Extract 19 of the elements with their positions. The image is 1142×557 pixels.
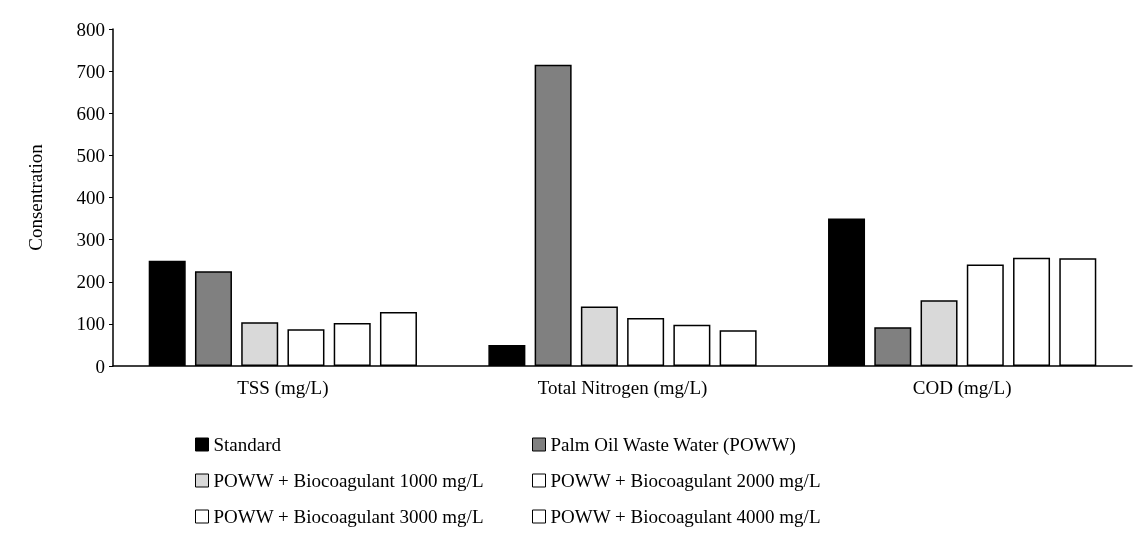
y-tick-label: 400 [76,187,105,208]
legend-label: Standard [213,434,282,455]
x-tick-label: COD (mg/L) [912,377,1012,399]
y-tick-label: 600 [76,102,105,124]
y-tick-label: 200 [76,271,105,293]
legend-label: POWW + Biocoagulant 1000 mg/L [213,470,484,491]
legend-label: Palm Oil Waste Water (POWW) [550,434,796,456]
y-tick-label: 100 [76,313,105,335]
y-tick-label: 800 [76,18,105,40]
y-tick-label: 300 [76,229,105,251]
legend-label: POWW + Biocoagulant 2000 mg/L [550,470,821,491]
y-axis-title: Consentration [25,143,46,251]
y-tick-label: 700 [76,60,105,82]
legend-label: POWW + Biocoagulant 4000 mg/L [550,506,821,527]
y-tick-label: 0 [95,355,105,377]
x-tick-label: TSS (mg/L) [237,377,329,399]
legend-label: POWW + Biocoagulant 3000 mg/L [213,506,484,527]
x-tick-label: Total Nitrogen (mg/L) [537,377,708,399]
y-tick-label: 500 [76,144,105,166]
